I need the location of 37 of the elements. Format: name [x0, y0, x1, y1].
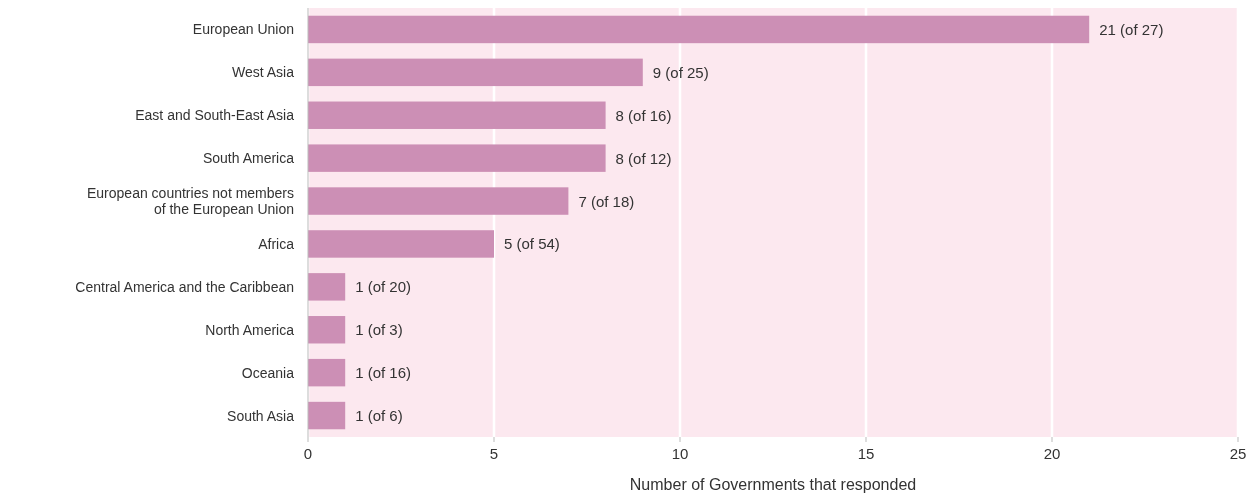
bar	[308, 101, 606, 129]
bar	[308, 273, 346, 301]
bar	[308, 401, 346, 430]
bar	[308, 58, 643, 87]
y-tick-label: West Asia	[232, 64, 295, 81]
x-tick-label: 20	[1043, 445, 1061, 462]
x-tick-label: 10	[671, 445, 689, 462]
x-tick-label: 0	[303, 445, 313, 462]
bar	[308, 316, 346, 344]
y-tick-label: East and South-East Asia	[135, 107, 295, 124]
y-tick-label: European Union	[192, 21, 294, 38]
bar	[308, 15, 1090, 44]
data-label: 21 (of 27)	[1099, 20, 1164, 38]
data-label: 9 (of 25)	[652, 63, 709, 81]
y-tick-label: European countries not members of the European Union	[87, 185, 294, 218]
y-tick-label: Africa	[258, 235, 295, 252]
x-axis-title: Number of Governments that responded	[629, 476, 917, 493]
data-label: 1 (of 16)	[355, 364, 412, 382]
bar	[308, 187, 569, 215]
data-label: 5 (of 54)	[504, 235, 560, 253]
y-tick-label: South Asia	[227, 407, 295, 424]
y-tick-label: Oceania	[241, 364, 295, 381]
data-label: 7 (of 18)	[578, 192, 635, 210]
x-tick-label: 5	[489, 445, 499, 462]
data-label: 1 (of 6)	[355, 407, 403, 425]
bar	[308, 230, 494, 258]
bar	[308, 358, 346, 387]
x-tick-label: 15	[857, 445, 875, 462]
data-label: 8 (of 16)	[615, 106, 672, 124]
data-label: 8 (of 12)	[615, 149, 672, 167]
data-label: 1 (of 20)	[355, 278, 412, 296]
bar	[308, 144, 606, 172]
y-tick-label: South America	[202, 150, 295, 167]
data-label: 1 (of 3)	[355, 321, 403, 339]
y-tick-label: Central America and the Caribbean	[75, 278, 294, 295]
x-tick-label: 25	[1229, 445, 1247, 462]
y-tick-label: North America	[205, 321, 295, 338]
